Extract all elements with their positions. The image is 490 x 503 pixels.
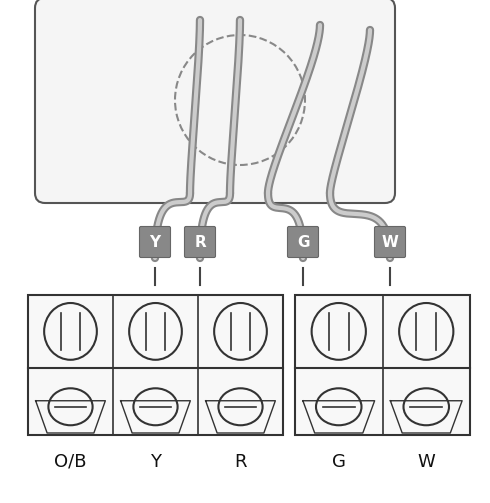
FancyBboxPatch shape	[374, 226, 406, 258]
FancyBboxPatch shape	[185, 226, 216, 258]
Text: R: R	[194, 234, 206, 249]
Bar	[295, 295, 470, 435]
Text: R: R	[234, 453, 247, 471]
Text: Y: Y	[150, 453, 161, 471]
FancyBboxPatch shape	[140, 226, 171, 258]
Text: O/B: O/B	[54, 453, 87, 471]
Text: W: W	[382, 234, 398, 249]
Text: G: G	[332, 453, 345, 471]
Text: W: W	[417, 453, 435, 471]
FancyBboxPatch shape	[35, 0, 395, 203]
Text: Y: Y	[149, 234, 161, 249]
FancyBboxPatch shape	[288, 226, 318, 258]
Text: G: G	[297, 234, 309, 249]
Bar	[28, 295, 283, 435]
